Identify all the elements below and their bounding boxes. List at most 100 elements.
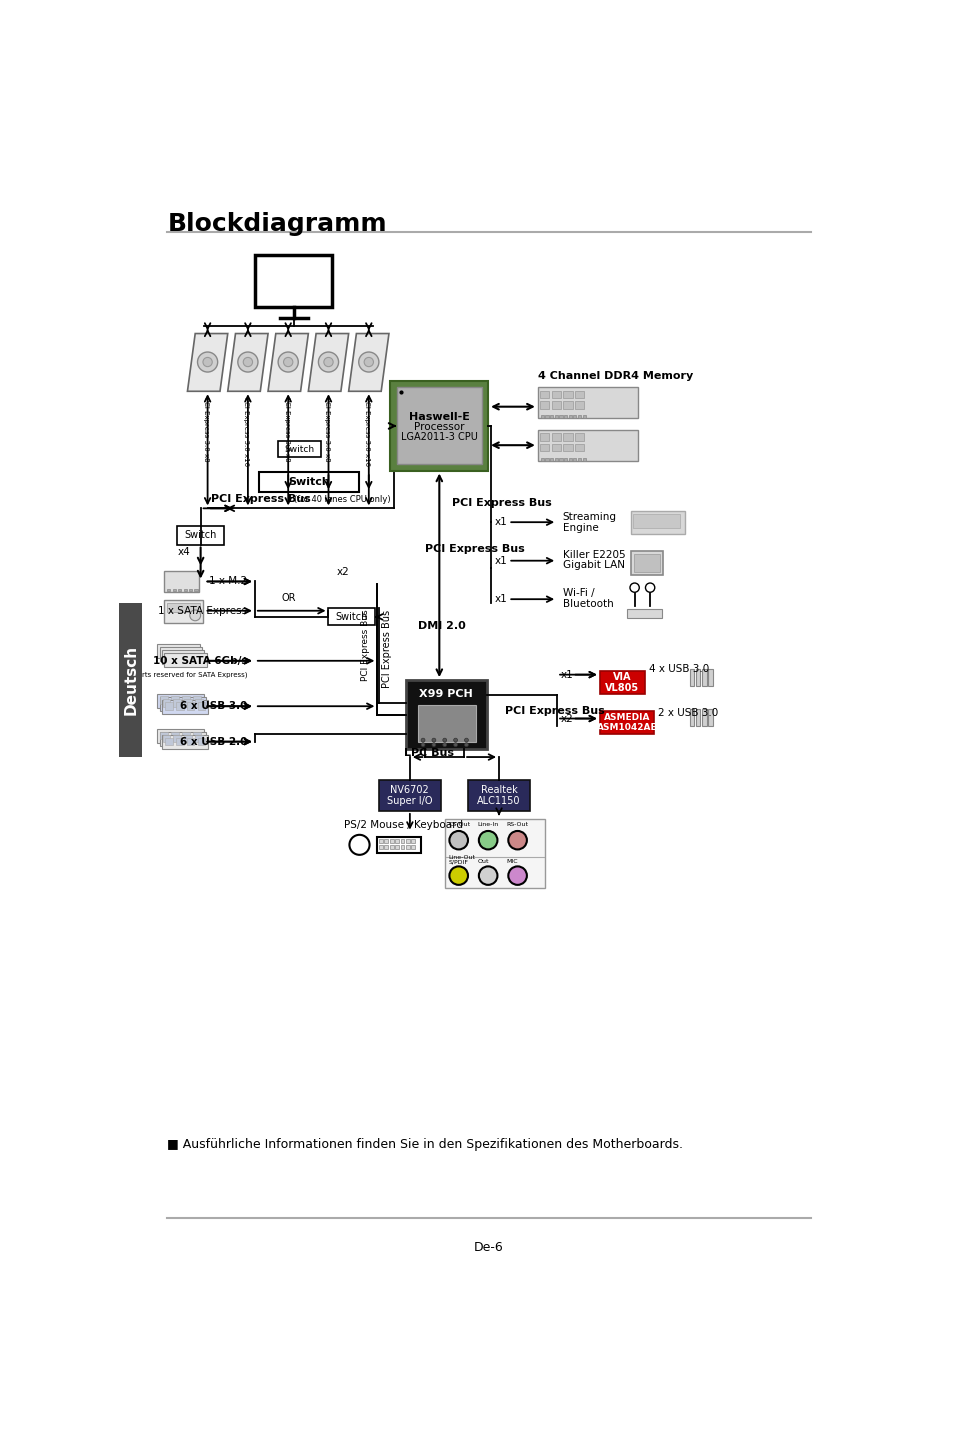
Bar (578, 415, 580, 418)
Bar (278, 441, 320, 457)
Text: PCI Express 3.0 x8: PCI Express 3.0 x8 (324, 398, 330, 463)
Bar (562, 444, 572, 451)
Bar (701, 709, 706, 726)
Bar (172, 589, 175, 591)
Text: MIC: MIC (506, 859, 517, 865)
Bar (164, 600, 203, 623)
Circle shape (243, 358, 253, 367)
Bar (562, 432, 572, 441)
Circle shape (190, 610, 200, 620)
Text: Out: Out (476, 859, 488, 865)
Circle shape (203, 358, 212, 367)
Bar (384, 839, 388, 843)
Polygon shape (187, 334, 228, 391)
Text: PCI Express Bus: PCI Express Bus (361, 610, 370, 682)
Bar (175, 702, 183, 710)
Circle shape (197, 352, 217, 372)
Text: LPC Bus: LPC Bus (404, 748, 454, 758)
Bar (630, 511, 684, 534)
Text: x1: x1 (495, 517, 507, 527)
Bar (537, 388, 638, 418)
Circle shape (364, 358, 373, 367)
Bar (417, 705, 476, 742)
Text: PCI Express 3.0 x16: PCI Express 3.0 x16 (364, 398, 370, 467)
Text: 2 x USB 3.0: 2 x USB 3.0 (658, 709, 718, 719)
Bar (468, 780, 530, 811)
Bar (157, 729, 204, 743)
Bar (400, 845, 404, 849)
Bar (540, 457, 543, 461)
Bar (164, 571, 199, 593)
Text: 1 x M.2: 1 x M.2 (209, 577, 247, 587)
Text: Processor: Processor (414, 421, 464, 431)
Polygon shape (348, 334, 389, 391)
Bar (390, 845, 394, 849)
Circle shape (629, 583, 639, 593)
Polygon shape (308, 334, 348, 391)
Bar (187, 737, 194, 746)
Circle shape (278, 352, 298, 372)
Text: CS-Out: CS-Out (448, 822, 470, 828)
Text: Killer E2205: Killer E2205 (562, 550, 624, 560)
Text: Bluetooth: Bluetooth (562, 599, 613, 609)
Circle shape (454, 737, 457, 742)
Bar (539, 432, 549, 441)
Circle shape (449, 866, 468, 885)
Bar (160, 732, 168, 739)
Bar (539, 401, 549, 410)
Bar (195, 699, 203, 707)
Text: X99 PCH: X99 PCH (419, 689, 473, 699)
Bar (568, 457, 571, 461)
Bar (701, 669, 706, 686)
Bar (550, 457, 553, 461)
Bar (558, 415, 562, 418)
Text: PCI Express 3.0 x8: PCI Express 3.0 x8 (283, 398, 290, 463)
Bar (177, 526, 224, 544)
Bar (157, 644, 199, 657)
Text: Realtek
ALC1150: Realtek ALC1150 (476, 785, 520, 806)
Bar (254, 255, 332, 308)
Bar (182, 696, 190, 705)
Text: NV6702
Super I/O: NV6702 Super I/O (387, 785, 432, 806)
Bar (689, 709, 694, 726)
Circle shape (237, 352, 257, 372)
Bar (258, 473, 359, 493)
Bar (167, 603, 199, 613)
Circle shape (508, 831, 526, 849)
Bar (633, 554, 659, 573)
Text: 4 Channel DDR4 Memory: 4 Channel DDR4 Memory (537, 371, 692, 381)
Text: Wi-Fi /: Wi-Fi / (562, 589, 594, 599)
Text: x1: x1 (560, 670, 573, 680)
Text: Switch: Switch (335, 611, 368, 621)
Bar (582, 457, 585, 461)
Circle shape (645, 583, 654, 593)
Bar (599, 710, 654, 735)
Bar (390, 839, 394, 843)
Bar (162, 735, 171, 742)
Bar (695, 709, 700, 726)
Circle shape (478, 831, 497, 849)
Bar (171, 732, 179, 739)
Text: PCI Express Bus: PCI Express Bus (452, 498, 552, 508)
Bar (568, 415, 571, 418)
Bar (165, 702, 172, 710)
Bar (197, 737, 205, 746)
Text: 4 x USB 3.0: 4 x USB 3.0 (648, 664, 708, 674)
Bar (573, 457, 576, 461)
Text: (2 ports reserved for SATA Express): (2 ports reserved for SATA Express) (124, 672, 247, 679)
Circle shape (432, 737, 436, 742)
Bar (193, 696, 200, 705)
Bar (689, 669, 694, 686)
Bar (328, 609, 375, 626)
Bar (171, 696, 179, 705)
Bar (444, 819, 545, 888)
Bar (563, 457, 567, 461)
Text: PCI Express 3.0 x8: PCI Express 3.0 x8 (203, 398, 209, 463)
Text: 6 x USB 2.0: 6 x USB 2.0 (179, 736, 247, 746)
Bar (406, 680, 487, 749)
Circle shape (283, 358, 293, 367)
Bar (555, 457, 558, 461)
Bar (633, 514, 679, 527)
Bar (630, 551, 662, 576)
Text: x4: x4 (177, 547, 190, 557)
